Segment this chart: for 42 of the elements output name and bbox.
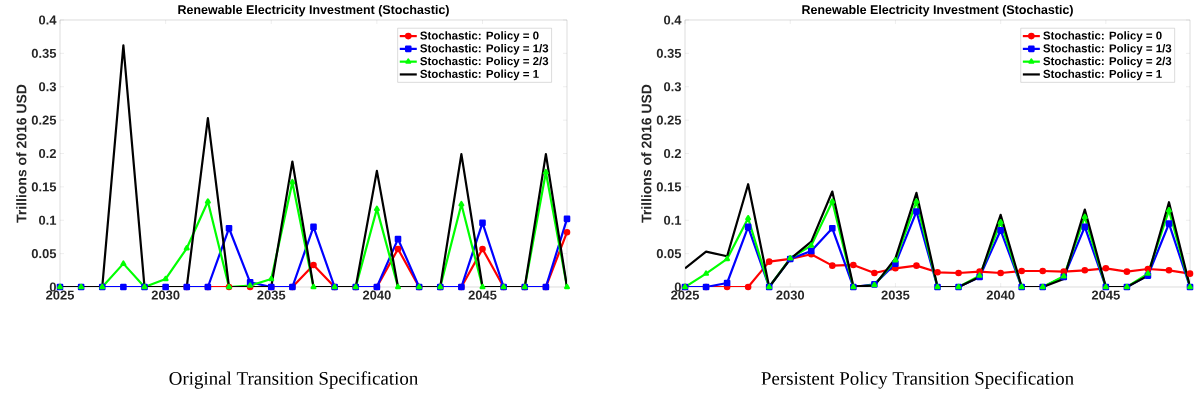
y-axis-title: Trillions of 2016 USD bbox=[16, 84, 27, 223]
y-tick-label: 0.4 bbox=[39, 15, 57, 25]
legend-label: Stochastic: Policy = 1/3 bbox=[420, 43, 549, 55]
y-tick-label: 0.25 bbox=[656, 115, 682, 125]
x-tick-label: 2025 bbox=[46, 290, 75, 300]
legend-label: Stochastic: Policy = 1 bbox=[420, 69, 539, 81]
y-tick-label: 0 bbox=[49, 282, 56, 292]
y-tick-label: 0.1 bbox=[664, 215, 682, 225]
legend-label: Stochastic: Policy = 2/3 bbox=[420, 56, 549, 68]
x-tick-label: 2030 bbox=[151, 290, 180, 300]
y-tick-label: 0.2 bbox=[664, 148, 681, 159]
y-tick-label: 0.3 bbox=[39, 82, 57, 92]
chart-title: Renewable Electricity Investment (Stochastic) bbox=[802, 4, 1073, 17]
x-tick-label: 2025 bbox=[671, 290, 700, 300]
legend-label: Stochastic: Policy = 1 bbox=[1043, 69, 1162, 81]
y-axis-title: Trillions of 2016 USD bbox=[641, 84, 652, 223]
legend-label: Stochastic: Policy = 2/3 bbox=[1043, 56, 1172, 68]
y-tick-label: 0.35 bbox=[656, 48, 682, 58]
x-tick-label: 2040 bbox=[362, 290, 391, 300]
y-tick-label: 0.05 bbox=[656, 249, 682, 259]
y-tick-label: 0 bbox=[674, 282, 681, 292]
legend-label: Stochastic: Policy = 0 bbox=[420, 31, 539, 42]
legend-label: Stochastic: Policy = 0 bbox=[1043, 31, 1162, 42]
text: Persistent Policy Transition Specification bbox=[761, 371, 1074, 389]
y-tick-label: 0.3 bbox=[664, 82, 682, 92]
y-tick-label: 0.05 bbox=[31, 249, 57, 259]
y-tick-label: 0.15 bbox=[31, 182, 57, 192]
legend-label: Stochastic: Policy = 1/3 bbox=[1043, 43, 1172, 55]
x-tick-label: 2035 bbox=[257, 290, 286, 300]
y-tick-label: 0.25 bbox=[31, 115, 57, 125]
y-tick-label: 0.15 bbox=[656, 182, 682, 192]
text: Original Transition Specification bbox=[169, 371, 419, 389]
y-tick-label: 0.35 bbox=[31, 48, 57, 58]
x-tick-label: 2045 bbox=[1091, 290, 1120, 300]
x-tick-label: 2045 bbox=[468, 290, 497, 300]
y-tick-label: 0.4 bbox=[664, 15, 682, 25]
y-tick-label: 0.2 bbox=[39, 148, 56, 159]
x-tick-label: 2030 bbox=[776, 290, 805, 300]
x-tick-label: 2035 bbox=[881, 290, 910, 300]
y-tick-label: 0.1 bbox=[39, 215, 57, 225]
chart-title: Renewable Electricity Investment (Stochastic) bbox=[178, 4, 449, 17]
x-tick-label: 2040 bbox=[986, 290, 1015, 300]
